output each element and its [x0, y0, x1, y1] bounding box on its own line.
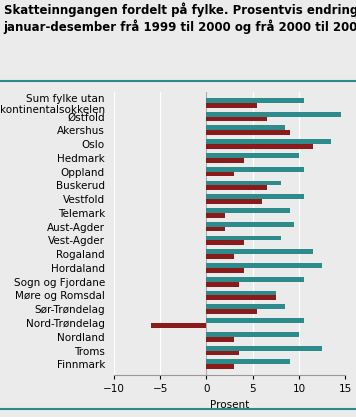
Text: Skatteinngangen fordelt på fylke. Prosentvis endring
januar-desember frå 1999 ti: Skatteinngangen fordelt på fylke. Prosen…	[4, 2, 356, 33]
Bar	[206, 364, 234, 369]
Bar	[206, 332, 299, 337]
Bar	[206, 337, 234, 342]
Bar	[206, 199, 262, 204]
Bar	[206, 304, 285, 309]
Bar	[206, 351, 239, 355]
Bar	[206, 103, 257, 108]
Bar	[206, 153, 299, 158]
Bar	[206, 249, 313, 254]
Bar	[206, 282, 239, 286]
Bar	[206, 185, 267, 190]
Bar	[206, 268, 244, 273]
Bar	[206, 296, 276, 300]
Bar	[206, 241, 244, 245]
Bar	[206, 116, 267, 121]
Bar	[151, 323, 206, 328]
Bar	[206, 346, 322, 351]
Bar	[206, 167, 304, 171]
Bar	[206, 208, 290, 213]
Bar	[206, 194, 304, 199]
Bar	[206, 277, 304, 282]
Bar	[206, 222, 294, 226]
Bar	[206, 318, 304, 323]
Bar	[206, 171, 234, 176]
Legend: 1999-2000, 2000-2001: 1999-2000, 2000-2001	[143, 414, 316, 417]
Bar	[206, 126, 285, 130]
Bar	[206, 130, 290, 135]
Bar	[206, 236, 281, 241]
Bar	[206, 291, 276, 296]
Bar	[206, 254, 234, 259]
Bar	[206, 98, 304, 103]
Bar	[206, 263, 322, 268]
Bar	[206, 112, 341, 116]
Bar	[206, 226, 225, 231]
Bar	[206, 309, 257, 314]
Bar	[206, 181, 281, 185]
X-axis label: Prosent: Prosent	[210, 400, 249, 410]
Bar	[206, 359, 290, 364]
Bar	[206, 158, 244, 163]
Bar	[206, 144, 313, 149]
Bar	[206, 139, 331, 144]
Bar	[206, 213, 225, 218]
